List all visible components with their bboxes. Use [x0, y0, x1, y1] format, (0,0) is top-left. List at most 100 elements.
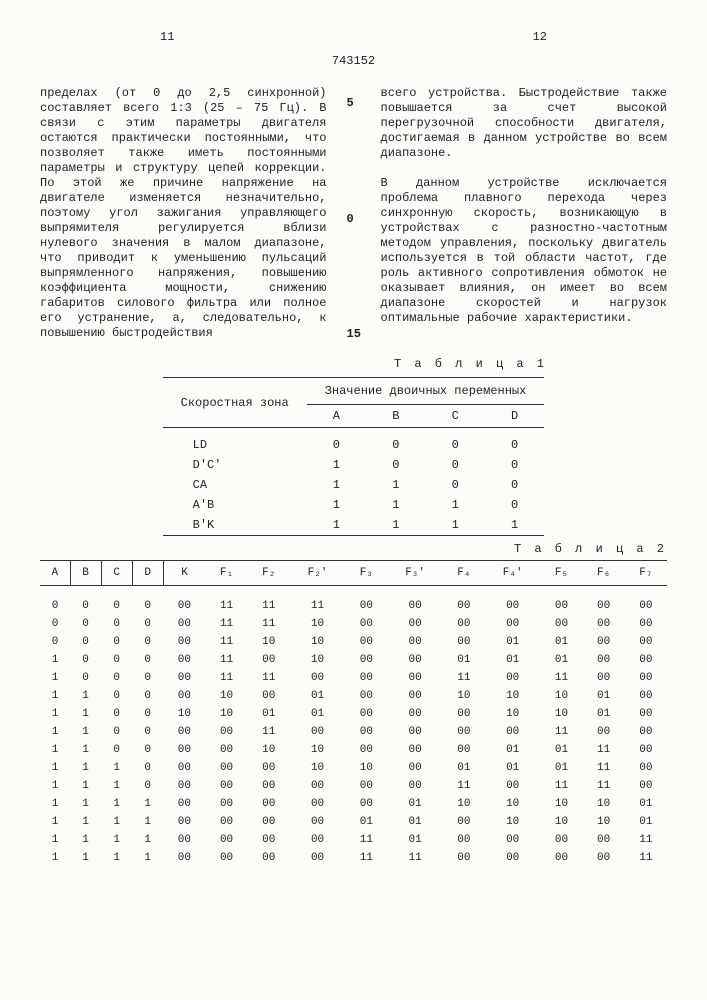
t2-cell: 10 [540, 813, 582, 831]
t2-cell: 11 [205, 651, 247, 669]
t2-cell: 1 [40, 669, 70, 687]
t2-cell: 10 [485, 687, 540, 705]
t2-cell: 0 [70, 651, 101, 669]
t2-cell: 01 [540, 759, 582, 777]
t2-cell: 1 [70, 777, 101, 795]
t2-cell: 01 [625, 813, 667, 831]
t2-cell: 00 [205, 759, 247, 777]
t2-cell: 00 [248, 759, 290, 777]
t2-cell: 00 [248, 831, 290, 849]
t2-cell: 00 [205, 849, 247, 867]
t2-cell: 1 [101, 849, 132, 867]
t2-cell: 00 [485, 777, 540, 795]
column-right: всего устройства. Быстродействие также п… [381, 86, 668, 341]
t2-cell: 00 [387, 687, 442, 705]
page-number-left: 11 [160, 30, 174, 44]
t2-cell: 00 [583, 723, 625, 741]
t2-cell: 10 [290, 741, 345, 759]
t2-cell: 00 [163, 849, 205, 867]
t2-cell: 1 [132, 831, 163, 849]
t2-cell: 00 [248, 795, 290, 813]
t2-cell: 00 [345, 669, 387, 687]
t2-cell: 10 [290, 633, 345, 651]
t2-cell: 11 [540, 669, 582, 687]
t2-cell: 00 [443, 705, 485, 723]
t2-cell: 00 [485, 831, 540, 849]
t2-cell: 00 [625, 651, 667, 669]
t2-cell: 00 [387, 759, 442, 777]
t2-cell: 11 [443, 777, 485, 795]
t2-cell: 00 [163, 687, 205, 705]
t2-cell: 1 [70, 831, 101, 849]
t2-cell: 01 [248, 705, 290, 723]
t2-cell: 1 [70, 795, 101, 813]
table-row: 11110000000001010010101001 [40, 813, 667, 831]
table-row: 00000011111100000000000000 [40, 586, 667, 616]
t2-cell: 11 [248, 723, 290, 741]
t2-cell: 00 [625, 759, 667, 777]
t2-cell: 0 [132, 759, 163, 777]
t2-cell: 10 [248, 741, 290, 759]
t2-cell: 00 [583, 849, 625, 867]
t2-cell: 0 [132, 723, 163, 741]
t2-cell: 00 [163, 633, 205, 651]
t2-cell: 0 [101, 723, 132, 741]
t2-cell: 01 [583, 705, 625, 723]
t1-row-label: B'K [163, 515, 307, 536]
t2-cell: 10 [485, 813, 540, 831]
t2-cell: 00 [163, 831, 205, 849]
t2-cell: 10 [205, 705, 247, 723]
t2-cell: 1 [40, 687, 70, 705]
t2-cell: 00 [387, 669, 442, 687]
t2-cell: 00 [345, 795, 387, 813]
t2-cell: 00 [163, 759, 205, 777]
t2-cell: 01 [485, 651, 540, 669]
table-row: LD0000 [163, 428, 545, 456]
table-row: 11001010010100000010100100 [40, 705, 667, 723]
t2-cell: 11 [205, 669, 247, 687]
t1-cell: 1 [366, 515, 425, 536]
t2-cell: 00 [345, 586, 387, 616]
t2-col-header: F₄ [443, 561, 485, 586]
t2-cell: 01 [443, 651, 485, 669]
t2-cell: 1 [132, 795, 163, 813]
t2-cell: 00 [205, 813, 247, 831]
t2-cell: 00 [540, 849, 582, 867]
t2-cell: 10 [290, 651, 345, 669]
t2-cell: 11 [205, 615, 247, 633]
t2-cell: 01 [387, 813, 442, 831]
t2-cell: 1 [40, 651, 70, 669]
t1-cell: 1 [307, 475, 366, 495]
t2-col-header: F₃' [387, 561, 442, 586]
t1-row-label: CA [163, 475, 307, 495]
t2-cell: 11 [583, 741, 625, 759]
t2-cell: 0 [101, 586, 132, 616]
table-row: 11110000000011110000000011 [40, 849, 667, 867]
t1-cell: 1 [426, 495, 485, 515]
t2-cell: 00 [248, 651, 290, 669]
t2-cell: 00 [583, 615, 625, 633]
t2-cell: 00 [163, 615, 205, 633]
t1-cell: 1 [307, 515, 366, 536]
t2-cell: 1 [101, 759, 132, 777]
t2-cell: 00 [290, 669, 345, 687]
t2-cell: 1 [40, 705, 70, 723]
t2-col-header: F₃ [345, 561, 387, 586]
t1-cell: 1 [426, 515, 485, 536]
table-1: Скоростная зона Значение двоичных переме… [163, 377, 545, 536]
t2-cell: 00 [583, 651, 625, 669]
t2-col-header: F₆ [583, 561, 625, 586]
line-number-margin: 5 0 15 [347, 86, 361, 341]
t2-cell: 1 [101, 795, 132, 813]
t2-cell: 10 [540, 687, 582, 705]
t2-cell: 00 [163, 741, 205, 759]
t2-cell: 00 [248, 687, 290, 705]
t2-cell: 00 [387, 615, 442, 633]
t2-cell: 01 [345, 813, 387, 831]
t2-cell: 1 [70, 813, 101, 831]
t2-cell: 0 [101, 669, 132, 687]
t2-cell: 01 [583, 687, 625, 705]
t2-cell: 00 [290, 849, 345, 867]
t2-cell: 00 [540, 615, 582, 633]
t1-cell: 0 [426, 455, 485, 475]
